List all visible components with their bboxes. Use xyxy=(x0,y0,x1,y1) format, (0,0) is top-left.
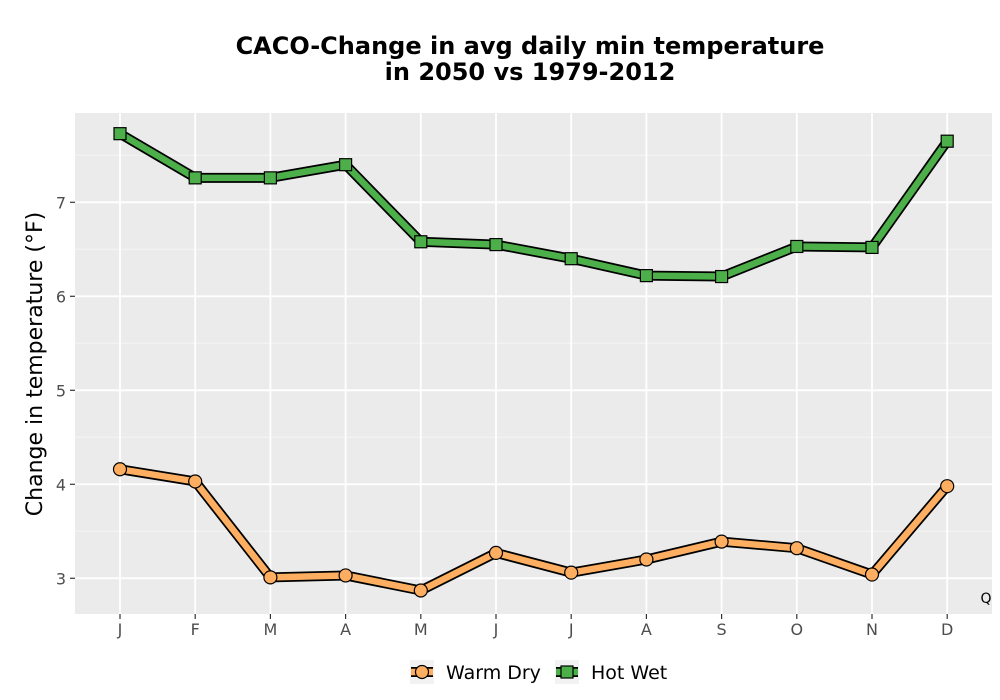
x-tick-label: A xyxy=(641,620,652,639)
hot-wet-line xyxy=(116,130,951,280)
hot-wet-point xyxy=(714,269,729,284)
hot-wet-point xyxy=(489,237,503,252)
hot-wet-point xyxy=(113,127,127,141)
x-tick-label: A xyxy=(340,620,351,639)
y-axis-title: Change in temperature (°F) xyxy=(23,212,48,516)
warm-dry-point xyxy=(488,545,504,561)
x-tick-label: D xyxy=(941,620,953,639)
x-tick-label: J xyxy=(493,620,499,639)
x-tick-label: O xyxy=(791,620,804,639)
y-tick-label: 7 xyxy=(56,193,66,212)
hot-wet-point xyxy=(865,240,879,255)
warm-dry-point xyxy=(112,462,128,477)
warm-dry-point xyxy=(639,552,654,567)
hot-wet-point xyxy=(940,134,954,148)
series-layer xyxy=(112,127,955,598)
hot-wet-point xyxy=(790,239,804,254)
x-tick-label: M xyxy=(263,620,277,639)
warm-dry-point xyxy=(413,583,428,598)
hot-wet-legend-marker xyxy=(560,665,574,679)
warm-dry-point xyxy=(564,565,579,580)
gridlines xyxy=(75,113,992,614)
warm-dry-legend-marker xyxy=(414,664,430,680)
hot-wet-point xyxy=(263,171,277,185)
y-tick-label: 5 xyxy=(56,381,66,400)
chart-title-line-1: CACO-Change in avg daily min temperature xyxy=(236,32,825,60)
y-tick-label: 4 xyxy=(56,475,66,494)
y-tick-label: 6 xyxy=(56,287,66,306)
hot-wet-point xyxy=(639,269,654,283)
warm-dry-point xyxy=(789,541,804,556)
warm-dry-point xyxy=(714,534,729,549)
hot-wet-point xyxy=(414,235,428,249)
warm-dry-legend-label: Warm Dry xyxy=(446,662,541,684)
x-tick-label: J xyxy=(568,620,574,639)
warm-dry-point xyxy=(940,479,955,494)
x-tick-label: F xyxy=(191,620,200,639)
warm-dry-point xyxy=(338,568,353,583)
x-tick-label: S xyxy=(717,620,727,639)
warm-dry-point xyxy=(263,570,278,585)
warm-dry-point xyxy=(188,474,203,489)
axes: 3 4 5 6 7 J F M A M J J A S O N D xyxy=(56,193,954,639)
hot-wet-legend-label: Hot Wet xyxy=(591,662,667,684)
chart-title-line-2: in 2050 vs 1979-2012 xyxy=(385,58,676,86)
warm-dry-point xyxy=(864,567,880,582)
warm-dry-line xyxy=(116,465,951,594)
plot-panel xyxy=(75,113,992,614)
corner-annotation: Q xyxy=(980,591,991,607)
x-tick-label: N xyxy=(866,620,878,639)
hot-wet-point xyxy=(188,171,202,185)
y-tick-label: 3 xyxy=(56,569,66,588)
x-tick-label: M xyxy=(414,620,428,639)
hot-wet-point xyxy=(564,252,578,266)
hot-wet-point xyxy=(339,158,353,172)
x-tick-label: J xyxy=(117,620,123,639)
legend: Warm Dry Hot Wet xyxy=(410,660,667,684)
